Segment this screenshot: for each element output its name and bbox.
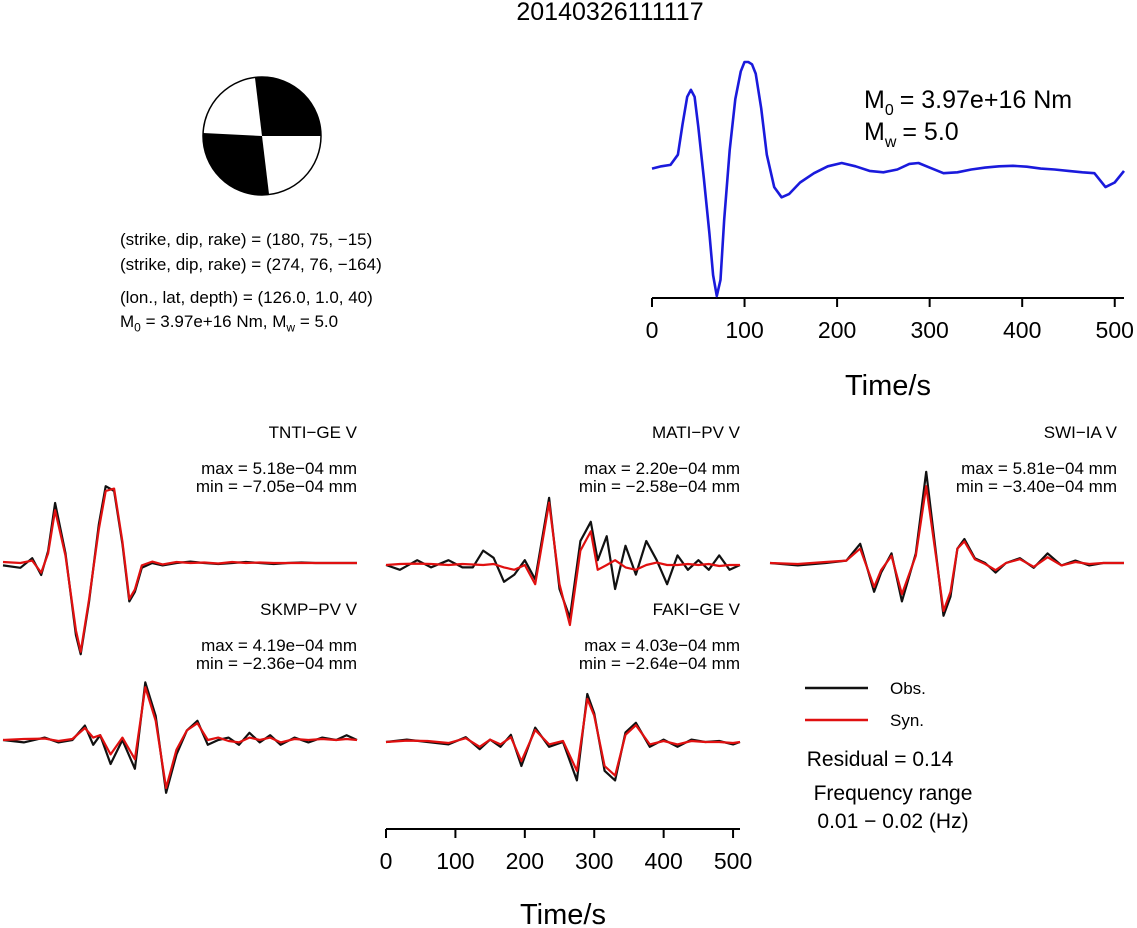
waveform-x-tick-label: 500	[714, 848, 752, 874]
residual-label: Residual = 0.14	[807, 748, 954, 771]
synthetic-trace	[2, 487, 357, 653]
legend-obs-label: Obs.	[890, 679, 926, 698]
synthetic-trace	[385, 501, 740, 627]
location-depth: (lon., lat, depth) = (126.0, 1.0, 40)	[120, 288, 373, 307]
stf-x-tick-label: 200	[818, 317, 856, 343]
stf-m0-label: M0 = 3.97e+16 Nm	[864, 86, 1072, 119]
waveform-x-tick-label: 300	[575, 848, 613, 874]
frequency-range-value: 0.01 − 0.02 (Hz)	[817, 810, 968, 833]
legend-syn-label: Syn.	[890, 711, 924, 730]
station-title: TNTI−GE V	[269, 423, 358, 442]
observed-trace	[2, 681, 358, 794]
station-min-label: min = −2.64e−04 mm	[579, 654, 740, 673]
station-title: MATI−PV V	[652, 423, 741, 442]
stf-x-tick-label: 300	[910, 317, 948, 343]
station-title: SKMP−PV V	[260, 600, 358, 619]
stf-mw-label: Mw = 5.0	[864, 118, 959, 151]
synthetic-trace	[2, 686, 358, 790]
station-min-label: min = −7.05e−04 mm	[196, 477, 357, 496]
stf-x-tick-label: 0	[646, 317, 659, 343]
figure-title: 20140326111117	[516, 0, 703, 26]
stf-curve	[651, 60, 1126, 298]
station-max-label: max = 5.18e−04 mm	[201, 459, 357, 478]
station-max-label: max = 4.19e−04 mm	[201, 636, 357, 655]
station-title: SWI−IA V	[1044, 423, 1118, 442]
frequency-range-label: Frequency range	[814, 782, 973, 805]
station-max-label: max = 2.20e−04 mm	[584, 459, 740, 478]
stf-x-tick-label: 500	[1096, 317, 1134, 343]
beachball-quadrant-ne	[254, 77, 321, 136]
legend: Obs. Syn. Residual = 0.14 Frequency rang…	[805, 679, 972, 833]
station-max-label: max = 4.03e−04 mm	[584, 636, 740, 655]
observed-trace	[385, 692, 741, 782]
waveform-x-tick-label: 0	[380, 848, 393, 874]
waveform-x-tick-label: 400	[644, 848, 682, 874]
waveform-x-axis-label: Time/s	[520, 899, 606, 928]
station-title: FAKI−GE V	[653, 600, 741, 619]
stf-x-tick-label: 400	[1003, 317, 1041, 343]
station-min-label: min = −2.58e−04 mm	[579, 477, 740, 496]
stf-x-tick-label: 100	[725, 317, 763, 343]
station-min-label: min = −3.40e−04 mm	[956, 477, 1117, 496]
station-min-label: min = −2.36e−04 mm	[196, 654, 357, 673]
nodal-plane-2: (strike, dip, rake) = (274, 76, −164)	[120, 255, 382, 274]
station-max-label: max = 5.81e−04 mm	[961, 459, 1117, 478]
source-time-function-panel: M0 = 3.97e+16 Nm Mw = 5.0 0 100 200 300 400 500…	[646, 60, 1134, 402]
beachball-quadrant-sw	[202, 133, 270, 195]
waveform-x-tick-label: 100	[436, 848, 474, 874]
synthetic-trace	[385, 697, 741, 777]
focal-mechanism-beachball	[202, 76, 322, 196]
nodal-plane-1: (strike, dip, rake) = (180, 75, −15)	[120, 230, 373, 249]
waveform-x-tick-label: 200	[506, 848, 544, 874]
moment-magnitude-summary: M0 = 3.97e+16 Nm, Mw = 5.0	[120, 312, 339, 335]
synthetic-trace	[769, 485, 1124, 613]
stf-x-axis-label: Time/s	[845, 370, 931, 402]
